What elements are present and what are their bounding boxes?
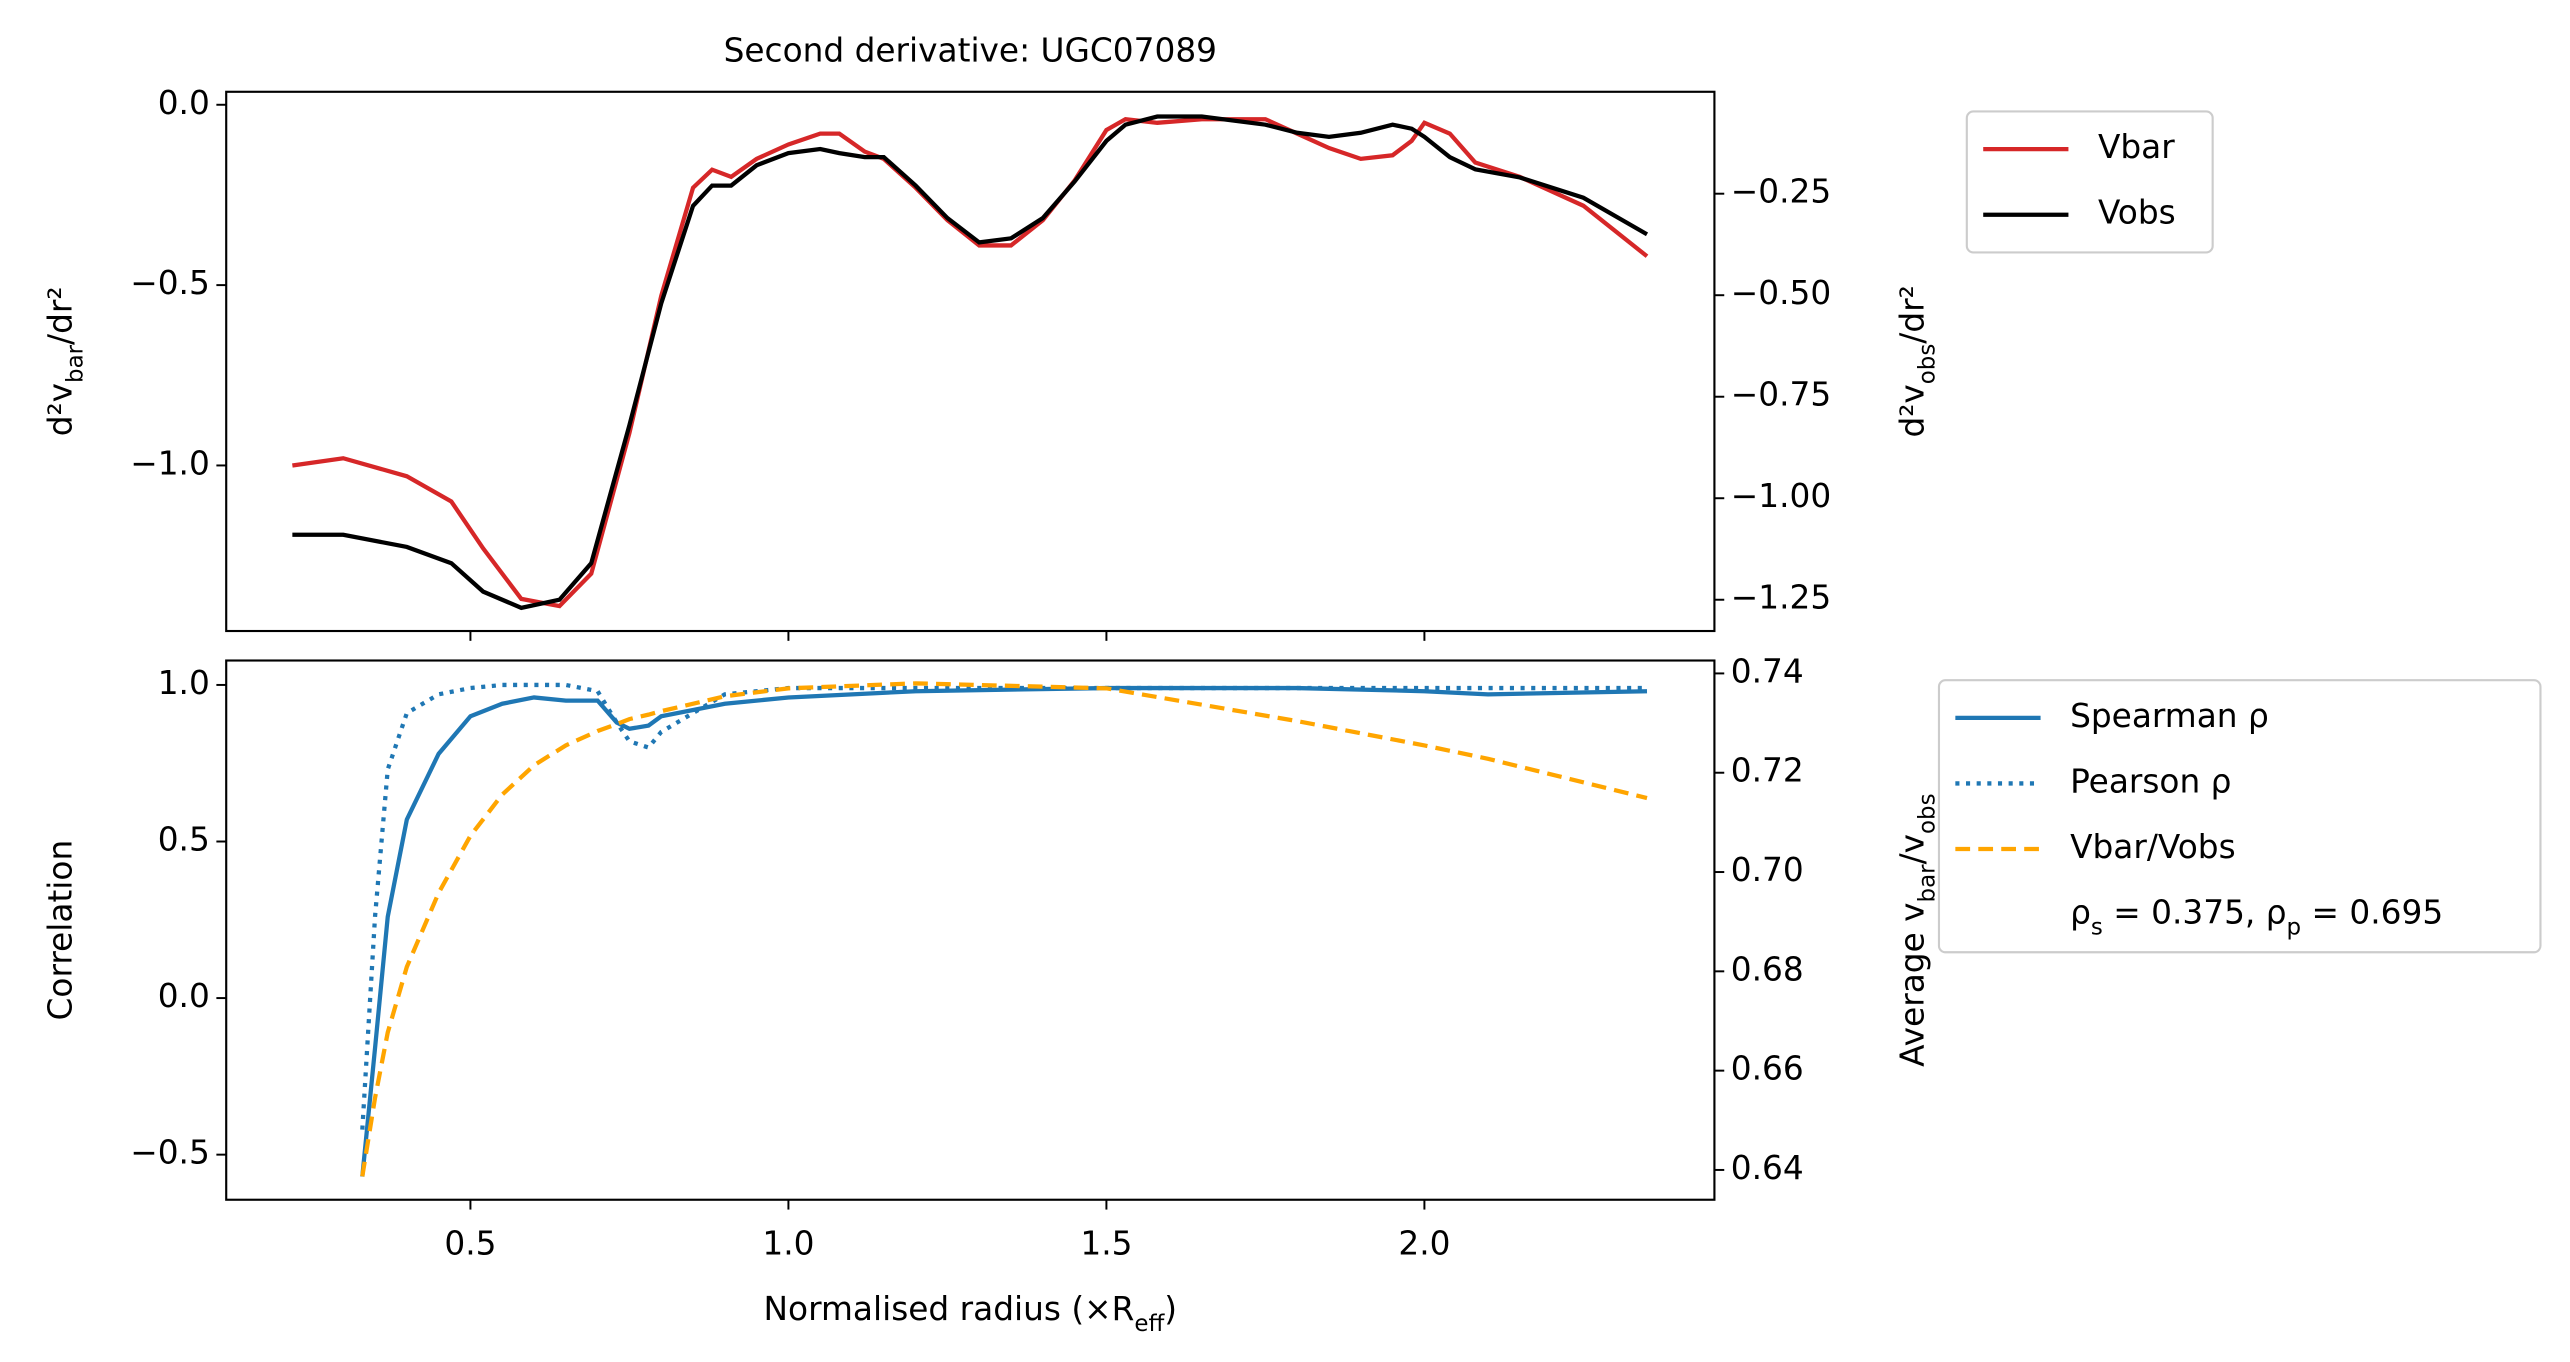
- y2-tick-label: −1.25: [1731, 579, 1831, 617]
- data-line: [360, 681, 1648, 1177]
- y2-axis-label-part: obs: [1914, 793, 1940, 834]
- y2-tick-label: −0.25: [1731, 173, 1831, 211]
- y2-axis-label-part: /v: [1893, 834, 1931, 864]
- y-axis-label-part: bar: [62, 344, 88, 383]
- x-tick-label: 2.0: [1398, 1225, 1450, 1263]
- y2-tick-label: 0.66: [1731, 1050, 1804, 1088]
- legend-note-part: ρ: [2070, 894, 2091, 932]
- legend-label: Spearman ρ: [2070, 697, 2269, 735]
- y2-tick-label: 0.70: [1731, 851, 1804, 889]
- y-tick-label: −0.5: [130, 264, 210, 302]
- y2-axis-label-part: bar: [1914, 864, 1940, 903]
- data-line: [360, 682, 1648, 1130]
- y-tick-label: 0.0: [158, 977, 210, 1015]
- y2-tick-label: −0.50: [1731, 274, 1831, 312]
- x-axis-label: Normalised radius (×Reff): [764, 1290, 1178, 1337]
- y-axis-label-part: Correlation: [41, 840, 79, 1021]
- y-axis-label: Correlation: [41, 840, 79, 1021]
- y2-axis-label-part: obs: [1914, 344, 1940, 385]
- y-tick-label: −0.5: [130, 1134, 210, 1172]
- y2-axis-label-part: Average v: [1893, 902, 1931, 1066]
- y2-tick-label: −0.75: [1731, 376, 1831, 414]
- x-tick-label: 1.0: [762, 1225, 814, 1263]
- y2-tick-label: 0.68: [1731, 950, 1804, 988]
- y-axis-label-part: d²v: [41, 383, 79, 436]
- y-tick-label: 0.0: [158, 84, 210, 122]
- y-axis-label: d²vbar/dr²: [41, 286, 88, 436]
- chart-title: Second derivative: UGC07089: [724, 31, 1217, 69]
- legend-note: ρs = 0.375, ρp = 0.695: [2070, 894, 2443, 941]
- y-tick-label: 1.0: [158, 664, 210, 702]
- legend-label: Vobs: [2098, 194, 2176, 232]
- legend-label: Vbar/Vobs: [2070, 828, 2236, 866]
- x-axis-label-part: ): [1164, 1290, 1177, 1328]
- y2-tick-label: 0.74: [1731, 652, 1804, 690]
- y-tick-label: 0.5: [158, 821, 210, 859]
- legend-label: Vbar: [2098, 128, 2175, 166]
- y2-axis-label: d²vobs/dr²: [1893, 285, 1939, 437]
- y-axis-label-part: /dr²: [41, 286, 79, 344]
- y2-tick-label: 0.64: [1731, 1149, 1804, 1187]
- data-line: [292, 114, 1649, 611]
- y2-tick-label: 0.72: [1731, 752, 1804, 790]
- legend-note-part: p: [2287, 914, 2302, 940]
- legend-label: Pearson ρ: [2070, 762, 2231, 800]
- plot-frame: [225, 659, 1716, 1201]
- legend-note-part: = 0.375, ρ: [2103, 894, 2287, 932]
- data-line: [360, 685, 1648, 1177]
- legend-frame: [1965, 110, 2214, 254]
- y2-tick-label: −1.00: [1731, 477, 1831, 515]
- plot-frame: [225, 90, 1716, 633]
- y2-axis-label-part: /dr²: [1893, 285, 1931, 343]
- data-line: [292, 117, 1649, 609]
- x-tick-label: 0.5: [444, 1225, 496, 1263]
- legend-note-part: = 0.695: [2301, 894, 2443, 932]
- y2-axis-label-part: d²v: [1893, 384, 1931, 437]
- x-tick-label: 1.5: [1080, 1225, 1132, 1263]
- legend-note-part: s: [2091, 914, 2103, 940]
- x-axis-label-part: Normalised radius (×R: [764, 1290, 1135, 1328]
- legend-frame: [1937, 679, 2542, 954]
- y2-axis-label: Average vbar/vobs: [1893, 793, 1939, 1066]
- y-tick-label: −1.0: [130, 444, 210, 482]
- x-axis-label-part: eff: [1134, 1311, 1165, 1337]
